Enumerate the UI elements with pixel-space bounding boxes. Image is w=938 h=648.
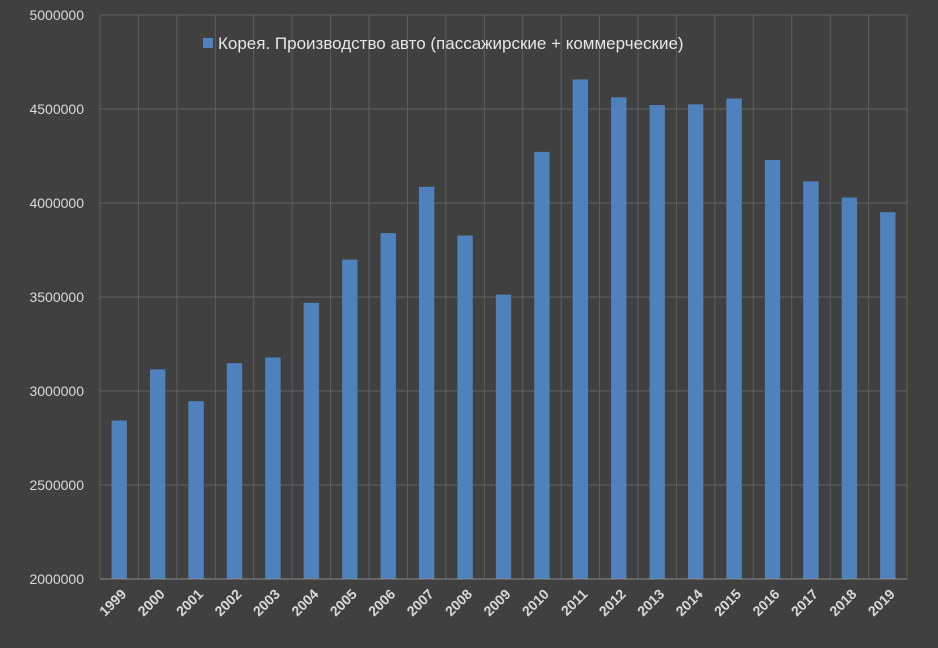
x-tick-label: 2000 bbox=[134, 586, 167, 619]
y-tick-label: 2500000 bbox=[29, 477, 84, 493]
bar-2010 bbox=[534, 151, 550, 579]
bar-2017 bbox=[803, 181, 819, 579]
x-tick-label: 2017 bbox=[788, 586, 821, 619]
bar-2006 bbox=[380, 233, 396, 579]
x-tick-label: 2002 bbox=[211, 586, 244, 619]
bar-2019 bbox=[880, 212, 896, 579]
x-tick-label: 2009 bbox=[480, 586, 513, 619]
x-tick-label: 2014 bbox=[672, 586, 705, 619]
x-tick-label: 2006 bbox=[365, 586, 398, 619]
x-tick-label: 2019 bbox=[865, 586, 898, 619]
x-tick-label: 2015 bbox=[711, 586, 744, 619]
x-tick-label: 2001 bbox=[173, 586, 206, 619]
bar-2016 bbox=[764, 159, 781, 579]
y-tick-label: 5000000 bbox=[29, 7, 84, 23]
x-tick-label: 2011 bbox=[558, 586, 591, 619]
legend: Корея. Производство авто (пассажирские +… bbox=[203, 34, 684, 53]
y-tick-label: 4500000 bbox=[29, 101, 84, 117]
bars bbox=[111, 79, 896, 580]
y-tick-label: 4000000 bbox=[29, 195, 84, 211]
bar-2014 bbox=[687, 104, 704, 580]
legend-swatch bbox=[203, 38, 213, 48]
x-tick-label: 2010 bbox=[519, 586, 552, 619]
bar-2008 bbox=[457, 235, 473, 580]
x-tick-label: 2016 bbox=[749, 586, 782, 619]
bar-2003 bbox=[265, 357, 281, 579]
x-tick-label: 2003 bbox=[250, 586, 283, 619]
bar-2000 bbox=[149, 369, 166, 579]
bar-2011 bbox=[572, 79, 589, 579]
bar-2018 bbox=[841, 197, 858, 579]
x-tick-label: 2013 bbox=[634, 586, 667, 619]
y-tick-label: 3500000 bbox=[29, 289, 84, 305]
bar-2013 bbox=[649, 105, 665, 579]
bar-2004 bbox=[303, 302, 320, 579]
legend-label: Корея. Производство авто (пассажирские +… bbox=[218, 34, 684, 53]
y-tick-label: 2000000 bbox=[29, 571, 84, 587]
x-tick-label: 2007 bbox=[403, 586, 436, 619]
bar-2007 bbox=[418, 186, 435, 579]
x-tick-label: 2008 bbox=[442, 586, 475, 619]
x-tick-label: 2012 bbox=[596, 586, 629, 619]
x-tick-label: 2018 bbox=[826, 586, 859, 619]
bar-2002 bbox=[226, 363, 243, 579]
bar-2009 bbox=[495, 294, 512, 579]
bar-2012 bbox=[611, 97, 627, 580]
bar-2001 bbox=[188, 401, 204, 579]
gridlines bbox=[99, 14, 908, 579]
bar-2015 bbox=[726, 98, 742, 580]
bar-2005 bbox=[342, 259, 358, 579]
bar-1999 bbox=[111, 420, 127, 579]
y-tick-label: 3000000 bbox=[29, 383, 84, 399]
x-tick-label: 1999 bbox=[96, 586, 129, 619]
x-tick-label: 2004 bbox=[288, 586, 321, 619]
x-tick-label: 2005 bbox=[327, 586, 360, 619]
